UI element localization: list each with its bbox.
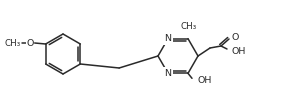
Text: CH₃: CH₃ (5, 38, 21, 48)
Text: OH: OH (232, 47, 247, 56)
Text: N: N (165, 69, 172, 78)
Text: OH: OH (197, 76, 211, 85)
Text: O: O (231, 33, 238, 43)
Text: N: N (165, 34, 172, 43)
Text: CH₃: CH₃ (181, 22, 197, 31)
Text: O: O (26, 38, 34, 48)
